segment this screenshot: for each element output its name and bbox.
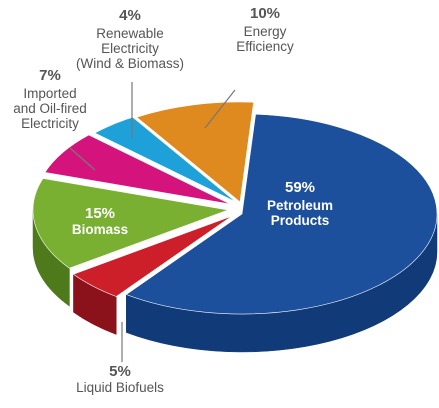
pct-label-petroleum-products: 59%	[285, 179, 315, 196]
name-label-petroleum-products: Petroleum Products	[267, 198, 333, 228]
pie-slice-petroleum-products	[125, 113, 438, 315]
name-label-liquid-biofuels: Liquid Biofuels	[76, 380, 164, 395]
name-label-imported-and-oil-fired-electricity: Imported and Oil-fired Electricity	[13, 86, 87, 131]
pie-slice-energy-efficiency	[136, 101, 254, 203]
pie-tops	[32, 101, 438, 315]
name-label-renewable-electricity-wind-biomass-: Renewable Electricity (Wind & Biomass)	[76, 26, 184, 71]
pie-slice-liquid-biofuels	[72, 215, 233, 297]
pie-labels: 59% Petroleum Products 5%Liquid Biofuels 15%…	[13, 5, 333, 395]
pie-slice-biomass	[32, 178, 230, 269]
pie-sides	[32, 209, 438, 353]
pct-label-energy-efficiency: 10%	[250, 5, 280, 22]
name-label-energy-efficiency: Energy Efficiency	[236, 24, 294, 54]
pct-label-biomass: 15%	[85, 205, 115, 222]
pct-label-renewable-electricity-wind-biomass-: 4%	[119, 7, 141, 24]
leader-line-energy-efficiency	[204, 89, 236, 129]
pie-slice-imported-and-oil-fired-electricity	[44, 134, 231, 205]
pct-label-liquid-biofuels: 5%	[109, 363, 131, 380]
leader-line-imported-and-oil-fired-electricity	[69, 147, 96, 171]
pct-label-imported-and-oil-fired-electricity: 7%	[39, 67, 61, 84]
pie-slice-renewable-electricity-wind-biomass-	[94, 116, 237, 203]
name-label-biomass: Biomass	[72, 222, 128, 237]
